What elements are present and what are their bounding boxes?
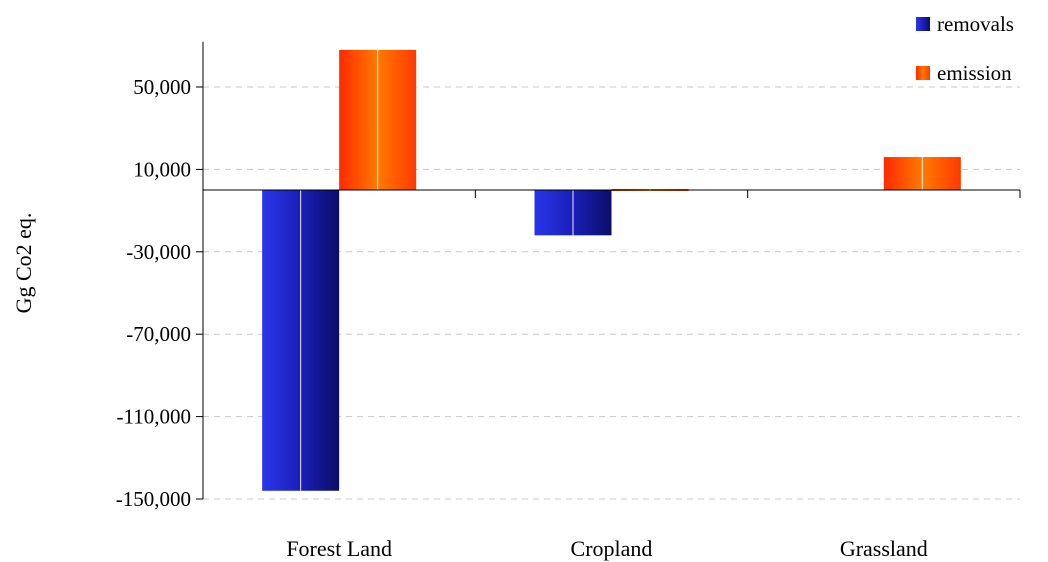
y-tick-label: 10,000 [133, 157, 191, 181]
legend-swatch-removals [916, 17, 930, 31]
y-tick-label: -30,000 [126, 240, 191, 264]
x-tick-label: Grassland [840, 536, 928, 561]
legend-swatch-emission [916, 66, 930, 80]
legend-label-removals: removals [937, 12, 1014, 36]
legend-label-emission: emission [937, 61, 1012, 85]
x-tick-label: Forest Land [286, 536, 392, 561]
y-tick-label: -70,000 [126, 322, 191, 346]
axes [196, 41, 204, 500]
y-tick-label: -150,000 [116, 487, 191, 511]
y-tick-labels: 50,000 10,000 -30,000 -70,000 -110,000 -150,0… [116, 75, 191, 511]
bars [262, 49, 961, 491]
y-tick-label: 50,000 [133, 75, 191, 99]
x-tick-label: Cropland [571, 536, 653, 561]
y-tick-label: -110,000 [117, 405, 191, 429]
x-tick-labels: Forest Land Cropland Grassland [286, 536, 928, 561]
y-axis-label: Gg Co2 eq. [11, 213, 36, 314]
legend: removals emission [916, 12, 1014, 85]
